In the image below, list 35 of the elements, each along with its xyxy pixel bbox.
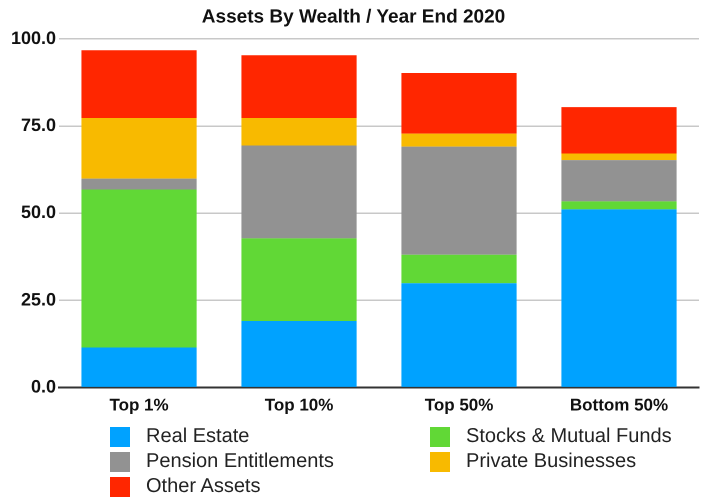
bar bbox=[561, 209, 677, 387]
y-tick-label: 75.0 bbox=[20, 114, 56, 135]
bar bbox=[401, 254, 517, 284]
bar bbox=[81, 50, 197, 118]
bar bbox=[241, 238, 357, 321]
y-tick-label: 25.0 bbox=[20, 289, 56, 310]
legend-label: Pension Entitlements bbox=[146, 450, 334, 473]
bar bbox=[241, 320, 357, 387]
bar bbox=[561, 160, 677, 202]
x-tick-label: Top 50% bbox=[424, 395, 494, 414]
bar bbox=[241, 118, 357, 146]
bar bbox=[401, 146, 517, 255]
x-tick-label: Top 10% bbox=[264, 395, 334, 414]
legend-label: Other Assets bbox=[146, 475, 260, 498]
bar bbox=[241, 55, 357, 118]
legend-label: Private Businesses bbox=[466, 450, 636, 473]
bar bbox=[81, 189, 197, 348]
bar bbox=[81, 347, 197, 387]
y-tick-label: 100.0 bbox=[10, 28, 56, 48]
bar bbox=[241, 146, 357, 238]
chart-title: Assets By Wealth / Year End 2020 bbox=[202, 6, 506, 28]
bar bbox=[561, 107, 677, 154]
x-tick-label: Top 1% bbox=[109, 395, 169, 414]
legend-label: Stocks & Mutual Funds bbox=[466, 425, 672, 448]
y-tick-label: 0.0 bbox=[31, 376, 56, 397]
bar bbox=[81, 118, 197, 179]
y-tick-label: 50.0 bbox=[20, 202, 56, 222]
bar bbox=[401, 283, 517, 387]
bar bbox=[81, 178, 197, 190]
x-tick-label: Bottom 50% bbox=[570, 395, 668, 414]
legend-label: Real Estate bbox=[146, 425, 250, 448]
bar bbox=[401, 72, 517, 134]
bar bbox=[561, 201, 677, 210]
bar bbox=[401, 134, 517, 147]
bar bbox=[561, 154, 677, 160]
